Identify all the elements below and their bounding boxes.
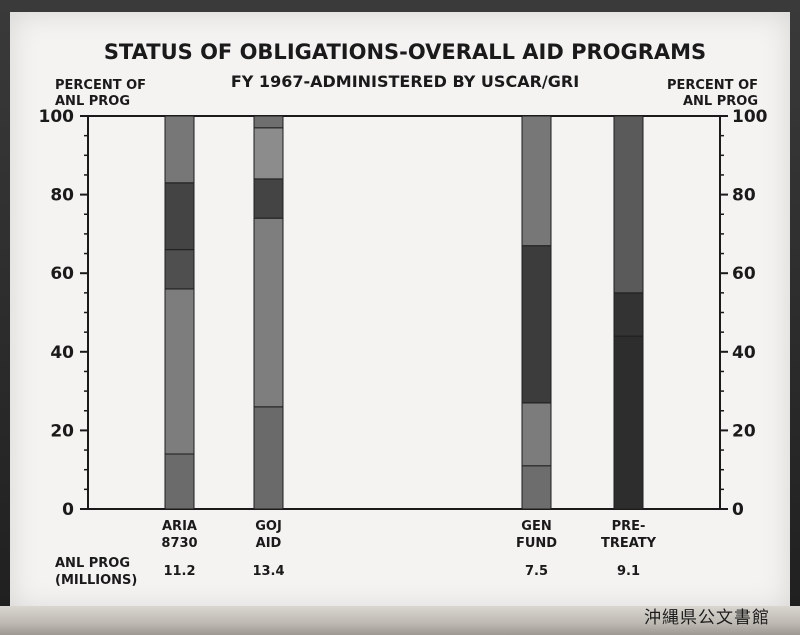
bar-segment xyxy=(521,245,552,404)
bar-segment xyxy=(253,178,284,219)
category-label: GOJ xyxy=(255,519,282,534)
bar-segment xyxy=(164,453,195,510)
bottom-strip xyxy=(0,606,800,635)
bars-group xyxy=(164,115,644,510)
category-labels: ARIA 8730 11.2 GOJ AID 13.4 GEN FUND 7.5 PRE- TREA… xyxy=(161,519,656,579)
right-axis-label-line2: ANL PROG xyxy=(683,94,758,109)
right-axis-ticks: 0 20 40 60 80 100 xyxy=(720,107,768,520)
left-axis-label-line1: PERCENT OF xyxy=(55,78,146,93)
category-label: ARIA xyxy=(162,519,197,534)
bar-segment xyxy=(521,402,552,467)
category-label: 8730 xyxy=(161,536,197,551)
stacked-bar xyxy=(164,115,195,510)
left-tick-label: 0 xyxy=(62,500,74,520)
left-tick-label: 80 xyxy=(50,186,74,206)
bar-segment xyxy=(253,115,284,129)
left-tick-label: 20 xyxy=(50,421,74,441)
bar-segment xyxy=(253,217,284,408)
right-tick-label: 0 xyxy=(732,500,744,520)
bar-segment xyxy=(164,182,195,251)
left-tick-label: 40 xyxy=(50,343,74,363)
right-tick-label: 20 xyxy=(732,421,756,441)
anl-prog-value: 9.1 xyxy=(617,564,640,579)
left-tick-label: 60 xyxy=(50,264,74,284)
bar-segment xyxy=(253,127,284,180)
stacked-bar xyxy=(253,115,284,510)
chart-subtitle: FY 1967-ADMINISTERED BY USCAR/GRI xyxy=(231,72,579,91)
category-label: FUND xyxy=(516,536,557,551)
left-axis-ticks: 0 20 40 60 80 100 xyxy=(39,107,88,520)
category-label: AID xyxy=(256,536,282,551)
bar-segment xyxy=(521,465,552,510)
footer-label-line1: ANL PROG xyxy=(55,556,130,571)
bar-segment xyxy=(613,335,644,510)
chart-title: STATUS OF OBLIGATIONS-OVERALL AID PROGRA… xyxy=(104,40,706,64)
bar-segment xyxy=(613,292,644,337)
bar-segment xyxy=(164,115,195,184)
bar-segment xyxy=(164,288,195,455)
anl-prog-value: 11.2 xyxy=(163,564,195,579)
right-tick-label: 80 xyxy=(732,186,756,206)
stacked-bar xyxy=(521,115,552,510)
anl-prog-value: 13.4 xyxy=(252,564,284,579)
right-tick-label: 40 xyxy=(732,343,756,363)
right-tick-label: 100 xyxy=(732,107,768,127)
left-tick-label: 100 xyxy=(39,107,75,127)
right-tick-label: 60 xyxy=(732,264,756,284)
anl-prog-value: 7.5 xyxy=(525,564,548,579)
bar-segment xyxy=(253,406,284,510)
category-label: PRE- xyxy=(612,519,646,534)
right-axis-label-line1: PERCENT OF xyxy=(667,78,758,93)
stacked-bar xyxy=(613,115,644,510)
category-label: TREATY xyxy=(601,536,657,551)
category-label: GEN xyxy=(521,519,551,534)
bar-segment xyxy=(164,249,195,290)
chart-board xyxy=(10,12,790,610)
bar-segment xyxy=(613,115,644,294)
archive-stamp: 沖縄県公文書館 xyxy=(644,608,770,628)
footer-label-line2: (MILLIONS) xyxy=(55,573,137,588)
bar-segment xyxy=(521,115,552,247)
left-axis-label-line2: ANL PROG xyxy=(55,94,130,109)
